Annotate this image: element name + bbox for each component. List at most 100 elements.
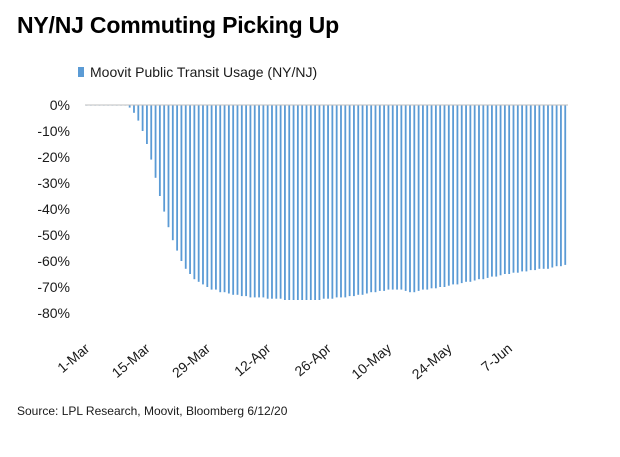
bar: [305, 105, 308, 300]
bar: [348, 105, 351, 297]
bar: [374, 105, 377, 293]
bar: [495, 105, 498, 277]
bar: [193, 105, 196, 280]
x-tick-label: 29-Mar: [169, 340, 214, 381]
chart-title: NY/NJ Commuting Picking Up: [17, 12, 339, 38]
y-tick-label: -40%: [37, 201, 70, 217]
bar: [534, 105, 536, 271]
bar: [322, 105, 325, 299]
bar: [202, 105, 204, 285]
bar: [158, 105, 161, 196]
bar: [357, 105, 360, 295]
bar: [456, 105, 459, 285]
bar: [555, 105, 558, 267]
x-tick-label: 12-Apr: [231, 340, 274, 379]
bar: [215, 105, 217, 290]
x-tick-label: 7-Jun: [478, 340, 515, 375]
bar: [137, 105, 140, 121]
bar: [210, 105, 213, 290]
bar: [391, 105, 394, 290]
bar: [167, 105, 170, 228]
bar: [551, 105, 554, 268]
bar: [240, 105, 243, 297]
bar: [314, 105, 317, 300]
bar: [340, 105, 342, 298]
bar: [206, 105, 209, 287]
bar: [486, 105, 489, 278]
y-tick-label: -80%: [37, 305, 70, 321]
bar: [284, 105, 286, 300]
bar: [512, 105, 515, 273]
bar: [521, 105, 524, 272]
bar: [180, 105, 183, 261]
bar: [219, 105, 222, 293]
bar: [288, 105, 291, 300]
bar: [327, 105, 329, 299]
y-tick-label: -30%: [37, 175, 70, 191]
y-tick-label: -60%: [37, 253, 70, 269]
legend-label: Moovit Public Transit Usage (NY/NJ): [90, 64, 318, 80]
legend-swatch: [78, 67, 84, 77]
bar: [447, 105, 450, 286]
bar: [171, 105, 174, 241]
bar: [253, 105, 256, 298]
bar: [184, 105, 187, 269]
bar: [478, 105, 480, 280]
bar: [232, 105, 235, 295]
bar: [413, 105, 416, 293]
bar: [296, 105, 299, 300]
bar: [538, 105, 541, 269]
bar: [335, 105, 338, 298]
bar: [460, 105, 463, 284]
bar: [508, 105, 511, 274]
x-tick-label: 26-Apr: [291, 340, 334, 379]
bar: [404, 105, 407, 291]
bar: [258, 105, 260, 298]
bar: [318, 105, 321, 300]
bar: [482, 105, 485, 280]
bar: [141, 105, 144, 131]
bar: [249, 105, 252, 298]
x-tick-label: 24-May: [409, 340, 455, 382]
y-tick-label: -50%: [37, 227, 70, 243]
bar: [176, 105, 179, 251]
legend: Moovit Public Transit Usage (NY/NJ): [78, 64, 317, 80]
bar: [370, 105, 373, 293]
bar: [154, 105, 157, 178]
bar: [542, 105, 545, 269]
source-note: Source: LPL Research, Moovit, Bloomberg …: [17, 404, 288, 418]
bar: [430, 105, 433, 289]
bar: [396, 105, 398, 290]
bar: [353, 105, 355, 297]
bar: [128, 105, 131, 108]
bar: [275, 105, 278, 299]
bar: [150, 105, 153, 160]
bar: [262, 105, 265, 298]
bar: [236, 105, 239, 295]
bar: [271, 105, 273, 299]
bar: [279, 105, 282, 299]
bar: [547, 105, 549, 269]
bar: [301, 105, 304, 300]
x-tick-label: 1-Mar: [54, 340, 93, 376]
bar: [146, 105, 148, 144]
y-tick-label: -70%: [37, 279, 70, 295]
bar: [417, 105, 420, 291]
bar: [516, 105, 519, 273]
bar: [439, 105, 442, 287]
bar: [564, 105, 567, 265]
y-tick-label: -20%: [37, 149, 70, 165]
bar: [491, 105, 493, 277]
bar: [197, 105, 200, 282]
bar: [378, 105, 381, 291]
bar: [344, 105, 347, 298]
bar: [560, 105, 562, 267]
bar: [245, 105, 248, 297]
bar: [503, 105, 506, 274]
bar: [227, 105, 230, 294]
bar: [426, 105, 429, 290]
bar: [499, 105, 502, 276]
bar: [361, 105, 364, 295]
bar: [365, 105, 368, 294]
